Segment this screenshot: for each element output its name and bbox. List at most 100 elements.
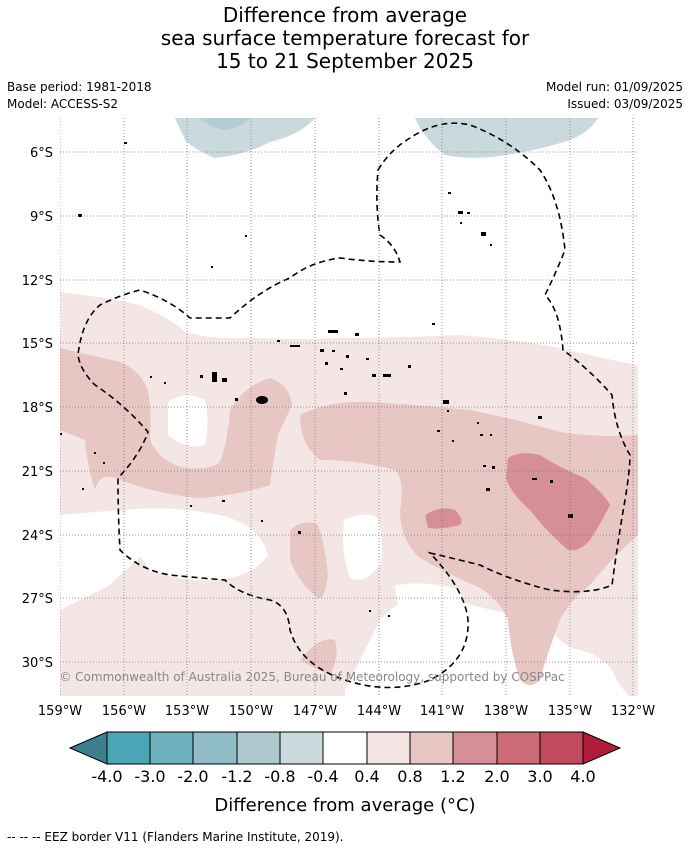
island (124, 142, 127, 144)
colorbar-tick: 0.8 (397, 767, 422, 786)
meta-right: Model run: 01/09/2025 Issued: 03/09/2025 (546, 79, 683, 113)
island (235, 398, 238, 401)
lon-label: 156°W (102, 704, 146, 719)
island (460, 222, 462, 224)
lon-label: 153°W (165, 704, 209, 719)
copyright-text: © Commonwealth of Australia 2025, Bureau… (59, 670, 564, 684)
colorbar-tick: -1.2 (221, 767, 252, 786)
title-line-2: sea surface temperature forecast for (160, 26, 530, 50)
colorbar-tick: 1.2 (440, 767, 465, 786)
colorbar-segment (540, 732, 583, 764)
island (492, 466, 495, 469)
island (483, 465, 486, 467)
island (550, 480, 553, 483)
island (369, 610, 371, 612)
island (245, 235, 247, 237)
island (78, 214, 82, 217)
colorbar-tick: -3.0 (134, 767, 165, 786)
lat-labels: 6°S 9°S 12°S 15°S 18°S 21°S 24°S 27°S 30… (22, 146, 53, 671)
colorbar-segment (497, 732, 540, 764)
colorbar-high-extend (582, 731, 622, 765)
island (437, 430, 440, 432)
island (211, 266, 213, 268)
lat-label: 12°S (22, 274, 53, 289)
island (532, 478, 537, 480)
island (467, 212, 470, 214)
colorbar-tick: -2.0 (177, 767, 208, 786)
island (94, 452, 96, 454)
cool-anomaly-north-west (175, 118, 315, 158)
island (372, 374, 376, 377)
island (150, 376, 152, 378)
island (432, 323, 435, 325)
colorbar-segment (150, 732, 193, 764)
islands (60, 142, 573, 617)
lat-label: 30°S (22, 656, 53, 671)
island (355, 333, 359, 336)
warm-mid-region-west (60, 348, 292, 498)
island (82, 488, 84, 490)
colorbar-tick: -4.0 (91, 767, 122, 786)
lon-label: 141°W (420, 704, 464, 719)
island (447, 410, 449, 412)
map-title: Difference from average sea surface temp… (0, 4, 690, 73)
lat-label: 21°S (22, 465, 53, 480)
colorbar-segment (323, 732, 367, 764)
island (325, 362, 328, 365)
island (568, 514, 573, 518)
colorbar-segment (237, 732, 280, 764)
lat-label: 15°S (22, 337, 53, 352)
lon-label: 150°W (229, 704, 273, 719)
island (490, 434, 492, 436)
island (477, 422, 479, 424)
island (261, 520, 263, 522)
map-area: © Commonwealth of Australia 2025, Bureau… (59, 118, 638, 696)
graticule (60, 118, 638, 696)
island (200, 375, 203, 378)
island (443, 400, 449, 404)
island (490, 244, 492, 246)
issued-date: Issued: 03/09/2025 (567, 97, 683, 111)
title-line-3: 15 to 21 September 2025 (216, 49, 474, 73)
island (480, 434, 483, 436)
model-run: Model run: 01/09/2025 (545, 80, 683, 94)
colorbar-segment (107, 732, 150, 764)
neutral-patch-4 (342, 514, 383, 580)
colorbar-segment (410, 732, 453, 764)
colorbar-tick: -0.8 (264, 767, 295, 786)
island (332, 350, 335, 352)
island (408, 365, 411, 368)
cool-anomaly-north-west-core (200, 118, 250, 130)
island (212, 372, 217, 382)
island (538, 416, 542, 419)
island (340, 368, 343, 370)
island-large (256, 396, 268, 404)
island (458, 211, 463, 214)
lon-label: 147°W (293, 704, 337, 719)
model-name: Model: ACCESS-S2 (7, 97, 119, 111)
colorbar-tick: -0.4 (307, 767, 338, 786)
colorbar-tick: 3.0 (527, 767, 552, 786)
island (222, 500, 225, 502)
island (222, 378, 227, 382)
warm-mid-patch-far-south (300, 639, 337, 675)
warm-mid-patch-south (290, 522, 328, 599)
warm-strong-region (506, 453, 610, 551)
colorbar-tick: 2.0 (484, 767, 509, 786)
title-line-1: Difference from average (222, 3, 468, 27)
island (481, 232, 486, 236)
colorbar-label: Difference from average (°C) (214, 795, 475, 816)
island (346, 355, 349, 358)
neutral-patch-2 (60, 512, 150, 605)
lon-label: 159°W (38, 704, 82, 719)
meta-left: Base period: 1981-2018 Model: ACCESS-S2 (7, 79, 152, 113)
island (164, 382, 166, 384)
island (190, 505, 192, 507)
neutral-patch-3 (125, 508, 268, 581)
lon-label: 144°W (357, 704, 401, 719)
lat-label: 9°S (30, 210, 53, 225)
island (388, 615, 390, 617)
neutral-patch-1 (168, 395, 208, 447)
island (448, 192, 451, 194)
colorbar-segment (280, 732, 323, 764)
